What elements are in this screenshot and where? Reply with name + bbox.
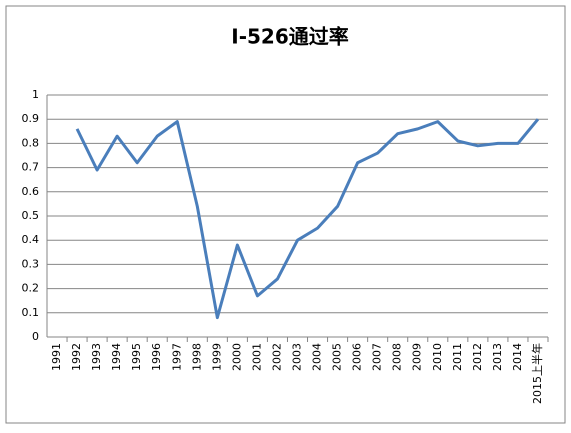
x-tick-label: 2005 xyxy=(331,343,344,371)
x-tick-label: 2009 xyxy=(411,343,424,371)
x-tick-label: 1997 xyxy=(170,343,183,371)
x-tick-label: 1993 xyxy=(90,343,103,371)
x-tick-label: 2000 xyxy=(230,343,243,371)
y-tick-label: 0 xyxy=(32,330,39,343)
chart-border xyxy=(5,5,566,424)
line xyxy=(75,118,540,320)
x-tick-label: 2001 xyxy=(250,343,263,371)
y-tick-label: 0.2 xyxy=(22,282,40,295)
x-tick-label: 2002 xyxy=(270,343,283,371)
y-tick-label: 0.4 xyxy=(22,233,40,246)
x-tick-label: 1994 xyxy=(110,343,123,371)
y-tick-label: 0.6 xyxy=(22,185,40,198)
x-tick-label: 1992 xyxy=(70,343,83,371)
x-tick-label: 1996 xyxy=(150,343,163,371)
x-tick-label: 1999 xyxy=(210,343,223,371)
x-tick-label: 2013 xyxy=(491,343,504,371)
x-tick-label: 2006 xyxy=(351,343,364,371)
x-tick-label: 1995 xyxy=(130,343,143,371)
y-tick-label: 0.7 xyxy=(22,161,40,174)
x-tick-label: 2015上半年 xyxy=(530,343,544,404)
y-tick-label: 0.8 xyxy=(22,136,40,149)
x-tick-label: 2010 xyxy=(431,343,444,371)
x-tick-label: 2011 xyxy=(451,343,464,371)
y-tick-label: 1 xyxy=(32,88,39,101)
x-tick-label: 2007 xyxy=(371,343,384,371)
x-tick-label: 1998 xyxy=(190,343,203,371)
y-tick-label: 0.9 xyxy=(22,112,40,125)
x-tick-label: 2008 xyxy=(391,343,404,371)
y-tick-label: 0.1 xyxy=(22,306,40,319)
y-tick-label: 0.3 xyxy=(22,257,40,270)
x-tick-label: 2014 xyxy=(511,343,524,371)
x-tick-label: 2012 xyxy=(471,343,484,371)
chart-title: I-526通过率 xyxy=(231,25,349,49)
y-tick-label: 0.5 xyxy=(22,209,40,222)
x-tick-label: 2004 xyxy=(311,343,324,371)
x-tick-label: 2003 xyxy=(291,343,304,371)
x-tick-label: 1991 xyxy=(50,343,63,371)
